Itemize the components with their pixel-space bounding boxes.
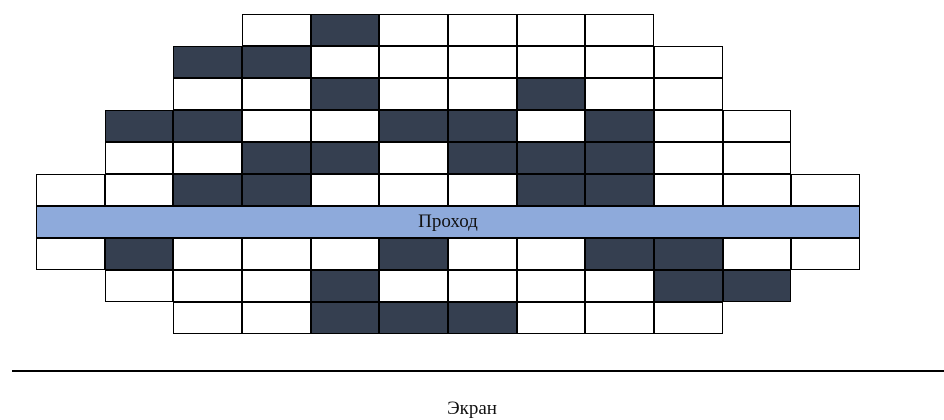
- seat-free[interactable]: [242, 270, 311, 302]
- seat-occupied[interactable]: [242, 174, 311, 206]
- seat-free[interactable]: [242, 238, 311, 270]
- seat-occupied[interactable]: [516, 174, 586, 206]
- seat-free[interactable]: [379, 78, 448, 110]
- seat-free[interactable]: [516, 14, 586, 46]
- seat-occupied[interactable]: [173, 46, 242, 78]
- seat-free[interactable]: [654, 174, 723, 206]
- seat-occupied[interactable]: [379, 238, 448, 270]
- seat-free[interactable]: [585, 46, 655, 78]
- seat-free[interactable]: [516, 302, 586, 334]
- seat-free[interactable]: [379, 142, 448, 174]
- seat-occupied[interactable]: [448, 142, 517, 174]
- seat-free[interactable]: [585, 78, 655, 110]
- seat-occupied[interactable]: [585, 174, 655, 206]
- seat-occupied[interactable]: [448, 302, 517, 334]
- seat-free[interactable]: [654, 302, 723, 334]
- seat-free[interactable]: [242, 302, 311, 334]
- seat-free[interactable]: [448, 78, 517, 110]
- seat-occupied[interactable]: [585, 142, 655, 174]
- seat-occupied[interactable]: [310, 302, 380, 334]
- seat-occupied[interactable]: [516, 78, 586, 110]
- seat-occupied[interactable]: [173, 110, 242, 142]
- seat-occupied[interactable]: [448, 110, 517, 142]
- seat-free[interactable]: [585, 302, 655, 334]
- seat-occupied[interactable]: [104, 238, 174, 270]
- seat-occupied[interactable]: [379, 110, 448, 142]
- screen-label: Экран: [447, 398, 497, 419]
- seat-occupied[interactable]: [242, 46, 311, 78]
- seat-occupied[interactable]: [173, 174, 242, 206]
- seat-free[interactable]: [448, 14, 517, 46]
- seat-occupied[interactable]: [585, 110, 655, 142]
- seat-free[interactable]: [379, 46, 448, 78]
- seat-free[interactable]: [104, 174, 174, 206]
- seat-free[interactable]: [791, 174, 861, 206]
- seat-free[interactable]: [310, 238, 380, 270]
- seat-free[interactable]: [379, 270, 448, 302]
- seat-occupied[interactable]: [310, 78, 380, 110]
- seat-occupied[interactable]: [310, 270, 380, 302]
- seat-free[interactable]: [379, 14, 448, 46]
- seat-free[interactable]: [448, 174, 517, 206]
- seat-occupied[interactable]: [585, 238, 655, 270]
- seat-free[interactable]: [379, 174, 448, 206]
- seat-free[interactable]: [722, 174, 792, 206]
- seat-free[interactable]: [654, 78, 723, 110]
- seat-free[interactable]: [173, 78, 242, 110]
- seat-occupied[interactable]: [379, 302, 448, 334]
- seat-free[interactable]: [654, 110, 723, 142]
- seat-free[interactable]: [173, 302, 242, 334]
- seat-free[interactable]: [585, 14, 655, 46]
- seat-occupied[interactable]: [242, 142, 311, 174]
- seat-free[interactable]: [242, 78, 311, 110]
- seat-free[interactable]: [310, 46, 380, 78]
- seat-free[interactable]: [654, 46, 723, 78]
- seat-occupied[interactable]: [516, 142, 586, 174]
- seat-free[interactable]: [173, 238, 242, 270]
- seat-free[interactable]: [516, 238, 586, 270]
- seat-occupied[interactable]: [654, 238, 723, 270]
- seat-free[interactable]: [654, 142, 723, 174]
- seat-free[interactable]: [310, 174, 380, 206]
- seat-occupied[interactable]: [722, 270, 792, 302]
- seat-occupied[interactable]: [654, 270, 723, 302]
- seat-free[interactable]: [173, 142, 242, 174]
- seat-free[interactable]: [516, 46, 586, 78]
- seat-occupied[interactable]: [104, 110, 174, 142]
- seat-free[interactable]: [448, 238, 517, 270]
- seat-free[interactable]: [448, 270, 517, 302]
- screen-line: [12, 370, 944, 372]
- seat-free[interactable]: [722, 142, 792, 174]
- seat-occupied[interactable]: [310, 142, 380, 174]
- seat-free[interactable]: [36, 174, 105, 206]
- seat-free[interactable]: [585, 270, 655, 302]
- aisle: Проход: [36, 206, 860, 238]
- seat-free[interactable]: [722, 238, 792, 270]
- seat-free[interactable]: [516, 110, 586, 142]
- seat-free[interactable]: [242, 14, 311, 46]
- seat-free[interactable]: [36, 238, 105, 270]
- seat-free[interactable]: [448, 46, 517, 78]
- seat-free[interactable]: [242, 110, 311, 142]
- seat-free[interactable]: [104, 142, 174, 174]
- aisle-label: Проход: [418, 211, 478, 232]
- seat-free[interactable]: [791, 238, 861, 270]
- seat-occupied[interactable]: [310, 14, 380, 46]
- seat-free[interactable]: [310, 110, 380, 142]
- seat-free[interactable]: [104, 270, 174, 302]
- seat-free[interactable]: [516, 270, 586, 302]
- seat-free[interactable]: [173, 270, 242, 302]
- seat-free[interactable]: [722, 110, 792, 142]
